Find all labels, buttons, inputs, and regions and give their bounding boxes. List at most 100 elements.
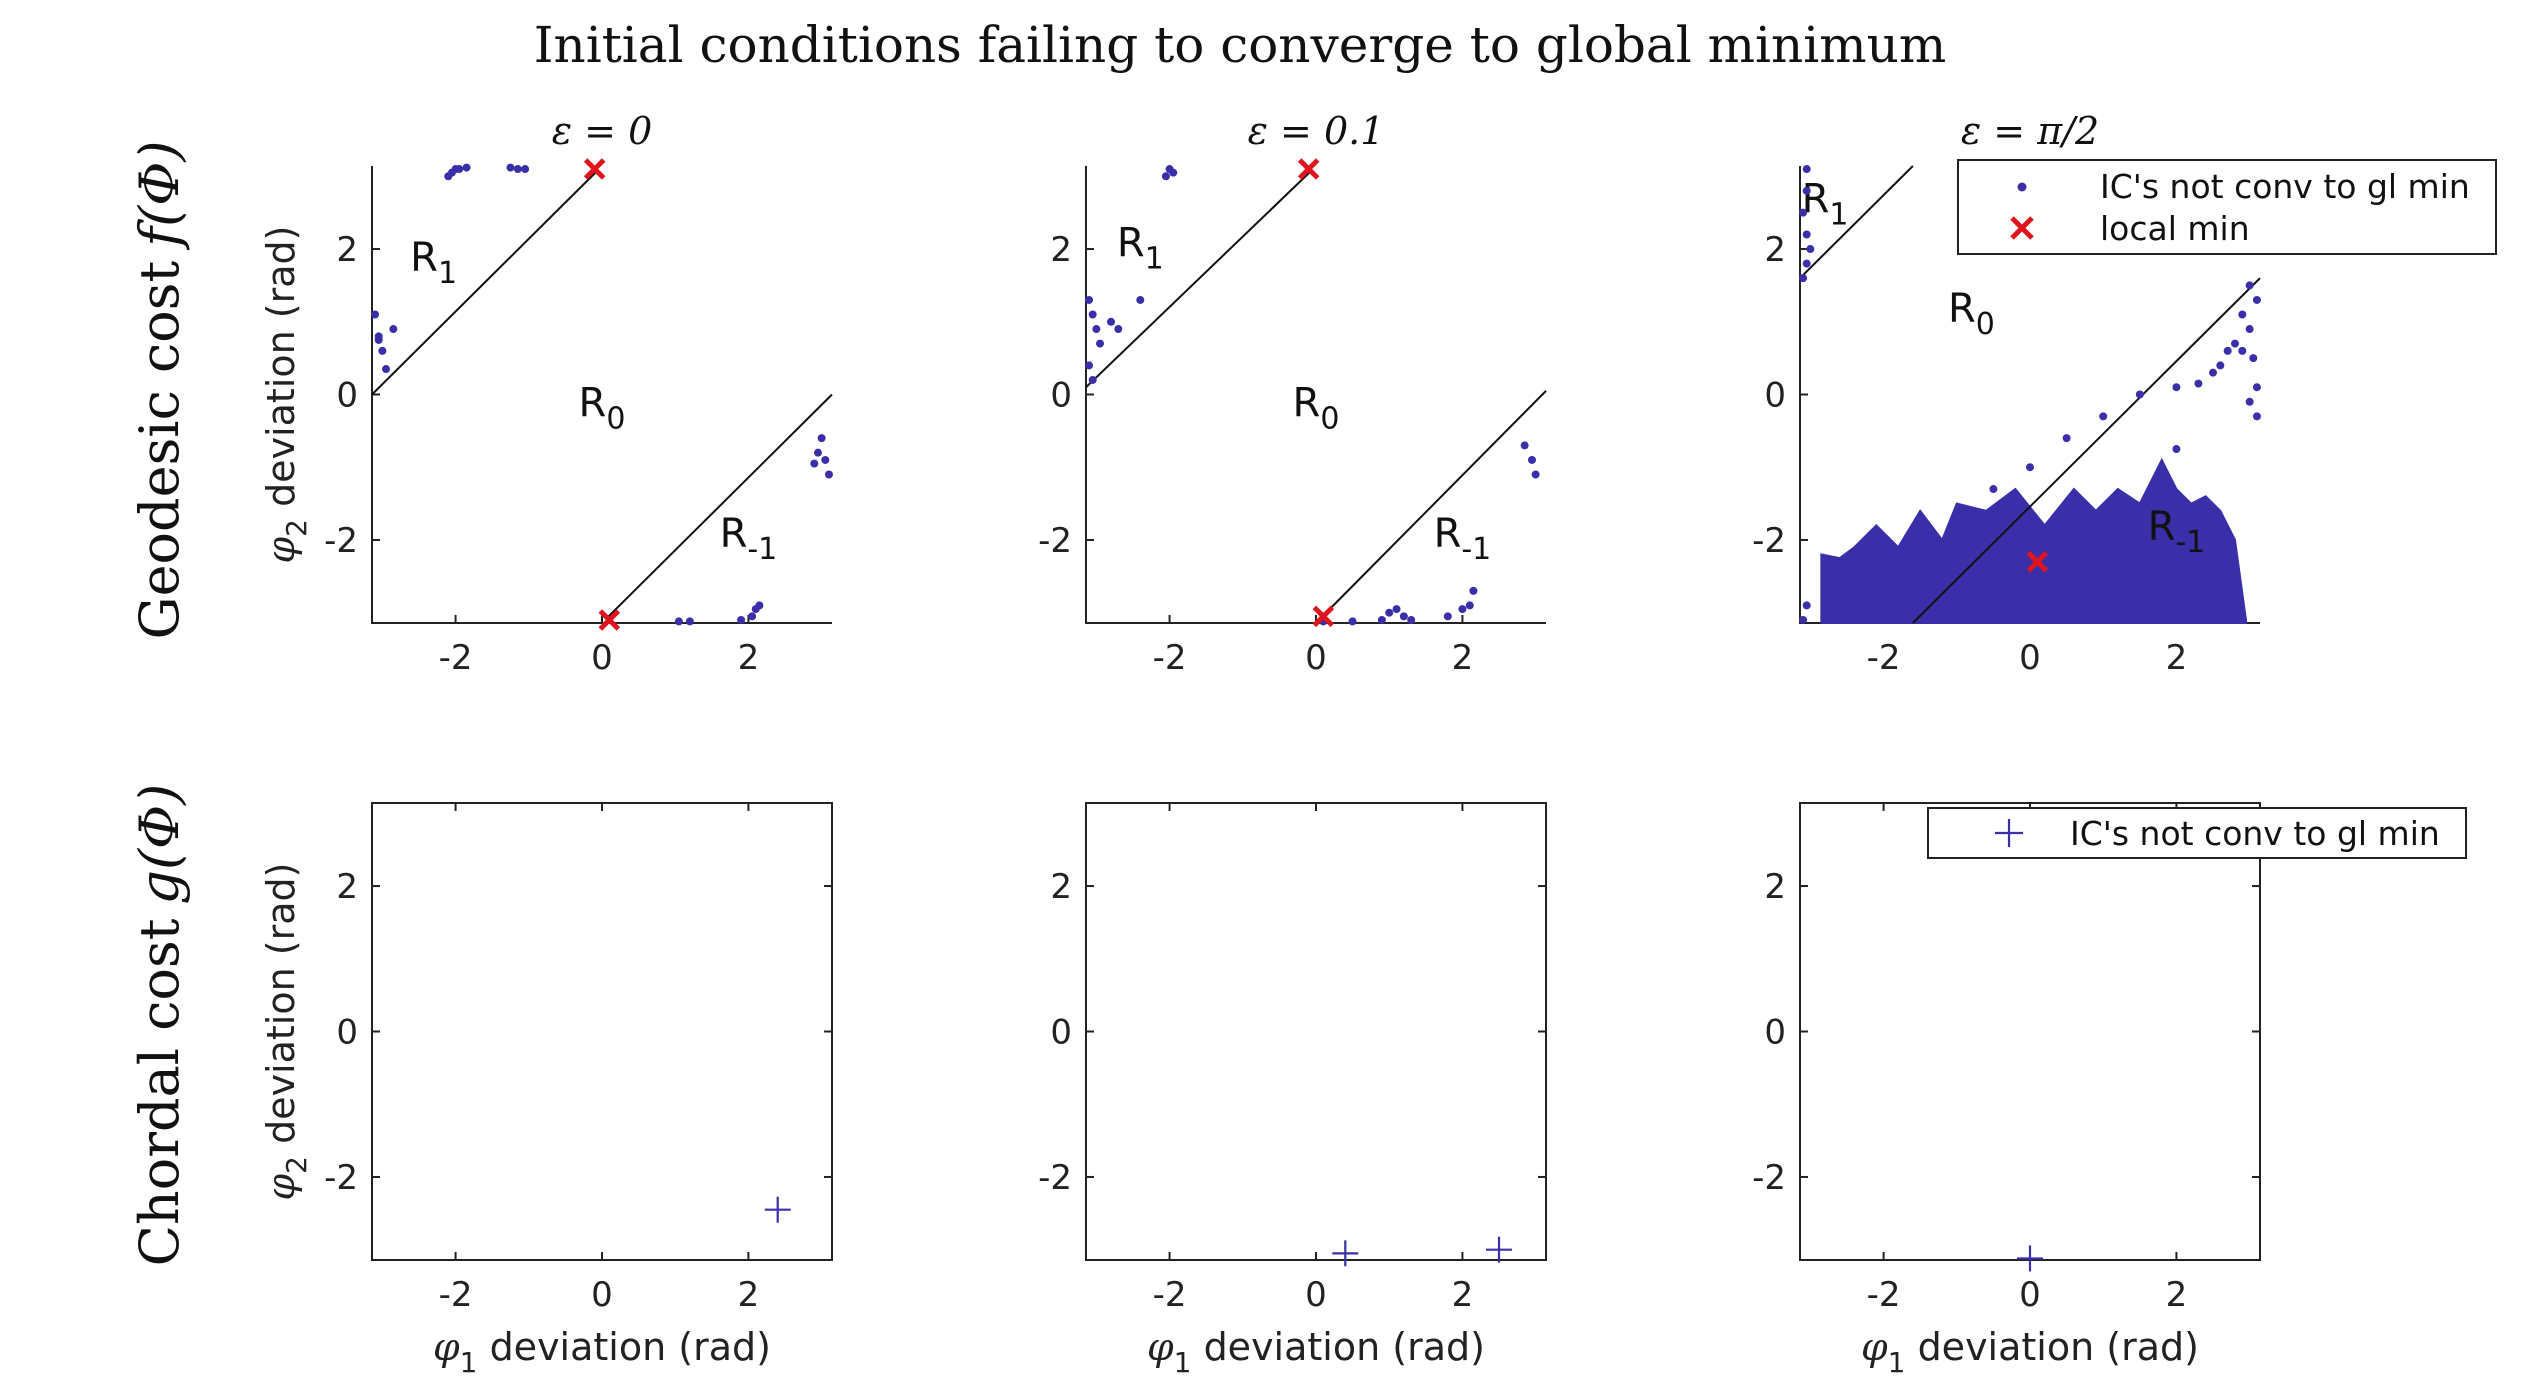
ic-point: [1465, 601, 1474, 610]
ic-point: [1161, 172, 1170, 181]
ic-point: [371, 310, 380, 319]
x-tick-label: 0: [1305, 638, 1327, 678]
ic-point: [389, 325, 398, 334]
ic-point: [2252, 383, 2261, 392]
ic-point: [674, 617, 683, 626]
x-tick-label: 0: [591, 1275, 613, 1315]
legend-top: IC's not conv to gl min local min: [1957, 159, 2497, 255]
x-tick-label: -2: [1867, 1275, 1901, 1315]
panel-2: -2 0 2 2 0 -2 ε = 0.1 R1 R0 R-1: [1038, 109, 1547, 678]
x-tick-label: 0: [2019, 1275, 2041, 1315]
panel-title: ε = 0: [552, 109, 653, 153]
ic-point: [810, 459, 819, 468]
ic-point: [1806, 245, 1815, 254]
x-tick-label: -2: [439, 1275, 473, 1315]
ic-point: [2238, 346, 2247, 355]
y-tick-label: 2: [336, 230, 358, 270]
ic-point: [2252, 412, 2261, 421]
y-tick-label: 2: [1050, 867, 1072, 907]
ic-point: [1085, 295, 1094, 304]
ic-point: [2230, 339, 2239, 348]
ic-point: [821, 455, 830, 464]
region-label: R-1: [2148, 504, 2206, 560]
region-label: R1: [410, 235, 457, 291]
ic-plus-marker: [764, 1196, 791, 1223]
x-tick-label: 2: [738, 638, 760, 678]
y-tick-label: 2: [1764, 230, 1786, 270]
ic-point: [1458, 605, 1467, 614]
ic-point: [1088, 310, 1097, 319]
ic-point: [1169, 168, 1178, 177]
ic-point: [1385, 608, 1394, 617]
panel-axes-box: [1085, 802, 1547, 1261]
y-tick-label: 0: [1764, 1013, 1786, 1053]
local-min-marker: [598, 609, 621, 631]
x-tick-label: -2: [439, 638, 473, 678]
y-tick-label: -2: [324, 1158, 358, 1198]
ic-point: [2216, 361, 2225, 370]
ic-point: [1407, 615, 1416, 624]
x-tick-label: 2: [1452, 1275, 1474, 1315]
local-min-marker: [2026, 551, 2049, 573]
ic-point: [506, 163, 515, 172]
x-tick-label: 0: [1305, 1275, 1327, 1315]
y-axis-label: φ2 deviation (rad): [259, 863, 313, 1201]
y-tick-label: 2: [1764, 867, 1786, 907]
ic-point: [755, 601, 764, 610]
ic-point: [824, 470, 833, 479]
ic-point: [1799, 208, 1808, 217]
legend-bottom-label: IC's not conv to gl min: [2070, 814, 2440, 853]
ic-point: [2062, 434, 2071, 443]
ic-point: [813, 448, 822, 457]
region-boundary-line: [371, 169, 600, 396]
ic-point: [1531, 470, 1540, 479]
y-tick-label: 0: [336, 376, 358, 416]
region-boundary-line: [1318, 390, 1547, 620]
ic-point: [2238, 310, 2247, 319]
ic-point: [2099, 412, 2108, 421]
x-tick-label: 2: [2166, 1275, 2188, 1315]
x-tick-label: 2: [738, 1275, 760, 1315]
ic-point: [1799, 615, 1808, 624]
x-axis-label: φ1 deviation (rad): [1147, 1325, 1485, 1379]
panel-title: ε = π/2: [1961, 109, 2099, 153]
region-label: R0: [1293, 380, 1340, 436]
x-tick-label: 2: [2166, 638, 2188, 678]
ic-point: [2209, 368, 2218, 377]
x-axis-label: φ1 deviation (rad): [1861, 1325, 2199, 1379]
ic-point: [2252, 295, 2261, 304]
ic-point: [462, 163, 471, 172]
region-label: R0: [1948, 286, 1995, 342]
ic-point: [737, 615, 746, 624]
panel-axes-box: [371, 802, 833, 1261]
ic-point: [444, 172, 453, 181]
ic-point: [2245, 281, 2254, 290]
y-tick-label: 0: [1050, 1013, 1072, 1053]
x-axis-label: φ1 deviation (rad): [433, 1325, 771, 1379]
region-boundary-line: [604, 393, 833, 620]
y-tick-label: 0: [1050, 376, 1072, 416]
ic-point: [1092, 325, 1101, 334]
ic-point: [1399, 612, 1408, 621]
ic-filled-region: [1820, 457, 2247, 624]
ic-point: [1377, 615, 1386, 624]
local-min-marker: [1297, 158, 1320, 180]
panel-axes: [1085, 166, 1546, 624]
ic-point: [2172, 445, 2181, 454]
x-tick-label: -2: [1153, 638, 1187, 678]
ic-point: [1527, 455, 1536, 464]
ic-point: [1443, 612, 1452, 621]
legend-ic-label: IC's not conv to gl min: [2100, 167, 2470, 206]
ic-point: [1799, 274, 1808, 283]
panel-5: -2 0 2 2 0 -2 φ1 deviation (rad): [1038, 802, 1547, 1379]
x-tick-label: 2: [1452, 638, 1474, 678]
legend-ic-marker: [2017, 182, 2027, 192]
region-boundary-line: [1085, 169, 1314, 388]
panels: -2 0 2 2 0 -2 φ2 deviation (rad) ε = 0 R1 R0 R-1 -2…: [259, 109, 2261, 1379]
panel-1: -2 0 2 2 0 -2 φ2 deviation (rad) ε = 0 R1 R0 R-1: [259, 109, 833, 678]
ic-point: [748, 612, 757, 621]
ic-point: [1802, 186, 1811, 195]
ic-point: [2245, 397, 2254, 406]
legend-localmin-label: local min: [2100, 209, 2250, 248]
